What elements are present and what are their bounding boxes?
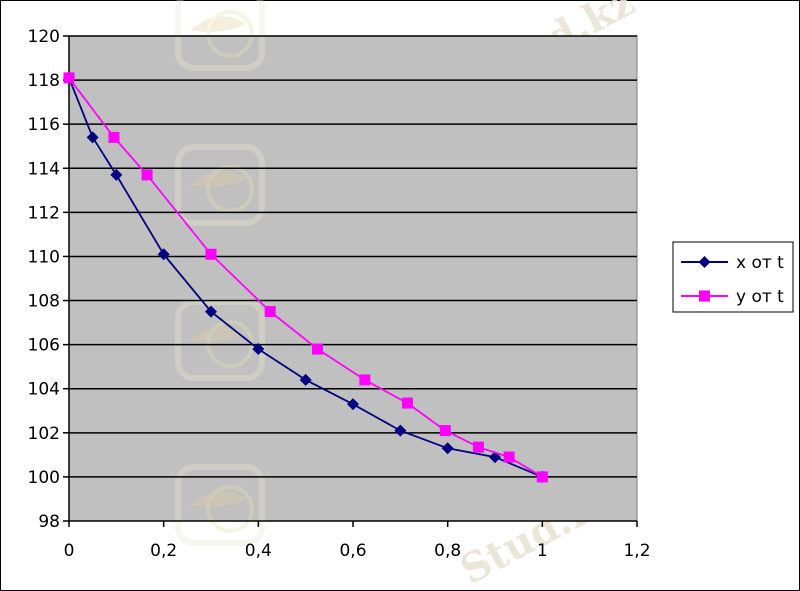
y-axis-tick-labels: 98 100 102 104 106 108 110 112 114 116 118 120 — [28, 27, 60, 532]
data-point — [110, 168, 123, 181]
data-point — [439, 425, 451, 437]
y-tick-label: 114 — [28, 159, 60, 179]
x-tick-label: 0,6 — [339, 541, 366, 561]
legend-label-x: x от t — [736, 253, 784, 273]
x-tick-label: 0,4 — [245, 541, 272, 561]
gridlines — [69, 35, 637, 478]
data-point — [205, 305, 217, 318]
data-point — [141, 169, 153, 181]
x-tick-label: 1 — [537, 541, 548, 561]
watermark-logos — [175, 0, 265, 546]
data-point — [252, 343, 265, 356]
data-point — [536, 471, 548, 483]
data-point — [394, 424, 407, 437]
watermark-logo-frame — [175, 144, 265, 226]
y-tick-label: 112 — [28, 203, 60, 223]
data-point — [299, 373, 312, 386]
x-tick-label: 0,8 — [434, 541, 461, 561]
watermark-logo-ring — [206, 165, 254, 213]
data-point — [157, 248, 170, 261]
x-tick-label: 0 — [64, 541, 75, 561]
y-tick-label: 118 — [28, 71, 60, 91]
watermark-logo-frame — [175, 299, 265, 381]
legend: x от t y от t — [672, 241, 794, 313]
axes — [63, 35, 638, 527]
data-point — [264, 306, 276, 318]
series-line — [68, 77, 543, 478]
series-group — [63, 71, 549, 483]
y-tick-label: 108 — [28, 292, 60, 312]
y-tick-label: 102 — [28, 424, 60, 444]
legend-box — [672, 241, 794, 313]
y-tick-label: 110 — [28, 247, 60, 267]
watermark-logo-swoosh — [190, 491, 246, 507]
data-point — [312, 343, 323, 355]
x-axis-tick-labels: 0 0,2 0,4 0,6 0,8 1 1,2 — [64, 541, 651, 561]
watermark-logo-ring — [206, 10, 254, 58]
watermark-logo — [175, 464, 265, 546]
legend-marker-diamond — [698, 256, 711, 268]
data-point — [359, 374, 371, 386]
watermark-logo-frame — [175, 464, 265, 546]
y-tick-label: 120 — [28, 27, 60, 47]
legend-marker-square — [699, 290, 710, 302]
data-point — [63, 72, 75, 84]
watermark-logo — [175, 144, 265, 226]
series-y-ot-t — [63, 72, 548, 483]
data-point — [205, 248, 217, 260]
plot-area — [68, 35, 638, 522]
watermark-logo-swoosh — [190, 326, 246, 342]
y-tick-label: 106 — [28, 336, 60, 356]
data-point — [401, 397, 413, 409]
watermark-logo — [175, 0, 265, 71]
watermark-logo-swoosh — [190, 16, 246, 32]
y-tick-label: 100 — [28, 468, 60, 488]
x-tick-label: 0,2 — [150, 541, 177, 561]
legend-label-y: y от t — [736, 287, 784, 307]
data-point — [86, 131, 99, 144]
data-point — [472, 441, 484, 453]
data-point — [503, 451, 515, 463]
x-tick-label: 1,2 — [623, 541, 650, 561]
y-tick-label: 104 — [28, 380, 60, 400]
y-tick-label: 98 — [38, 512, 60, 532]
watermark-logo-frame — [175, 0, 265, 71]
y-tick-label: 116 — [28, 115, 60, 135]
watermark-logo-ring — [206, 485, 254, 533]
watermark-logo-swoosh — [190, 171, 246, 187]
data-point — [441, 442, 454, 455]
data-point — [347, 398, 359, 411]
data-point — [108, 131, 120, 143]
